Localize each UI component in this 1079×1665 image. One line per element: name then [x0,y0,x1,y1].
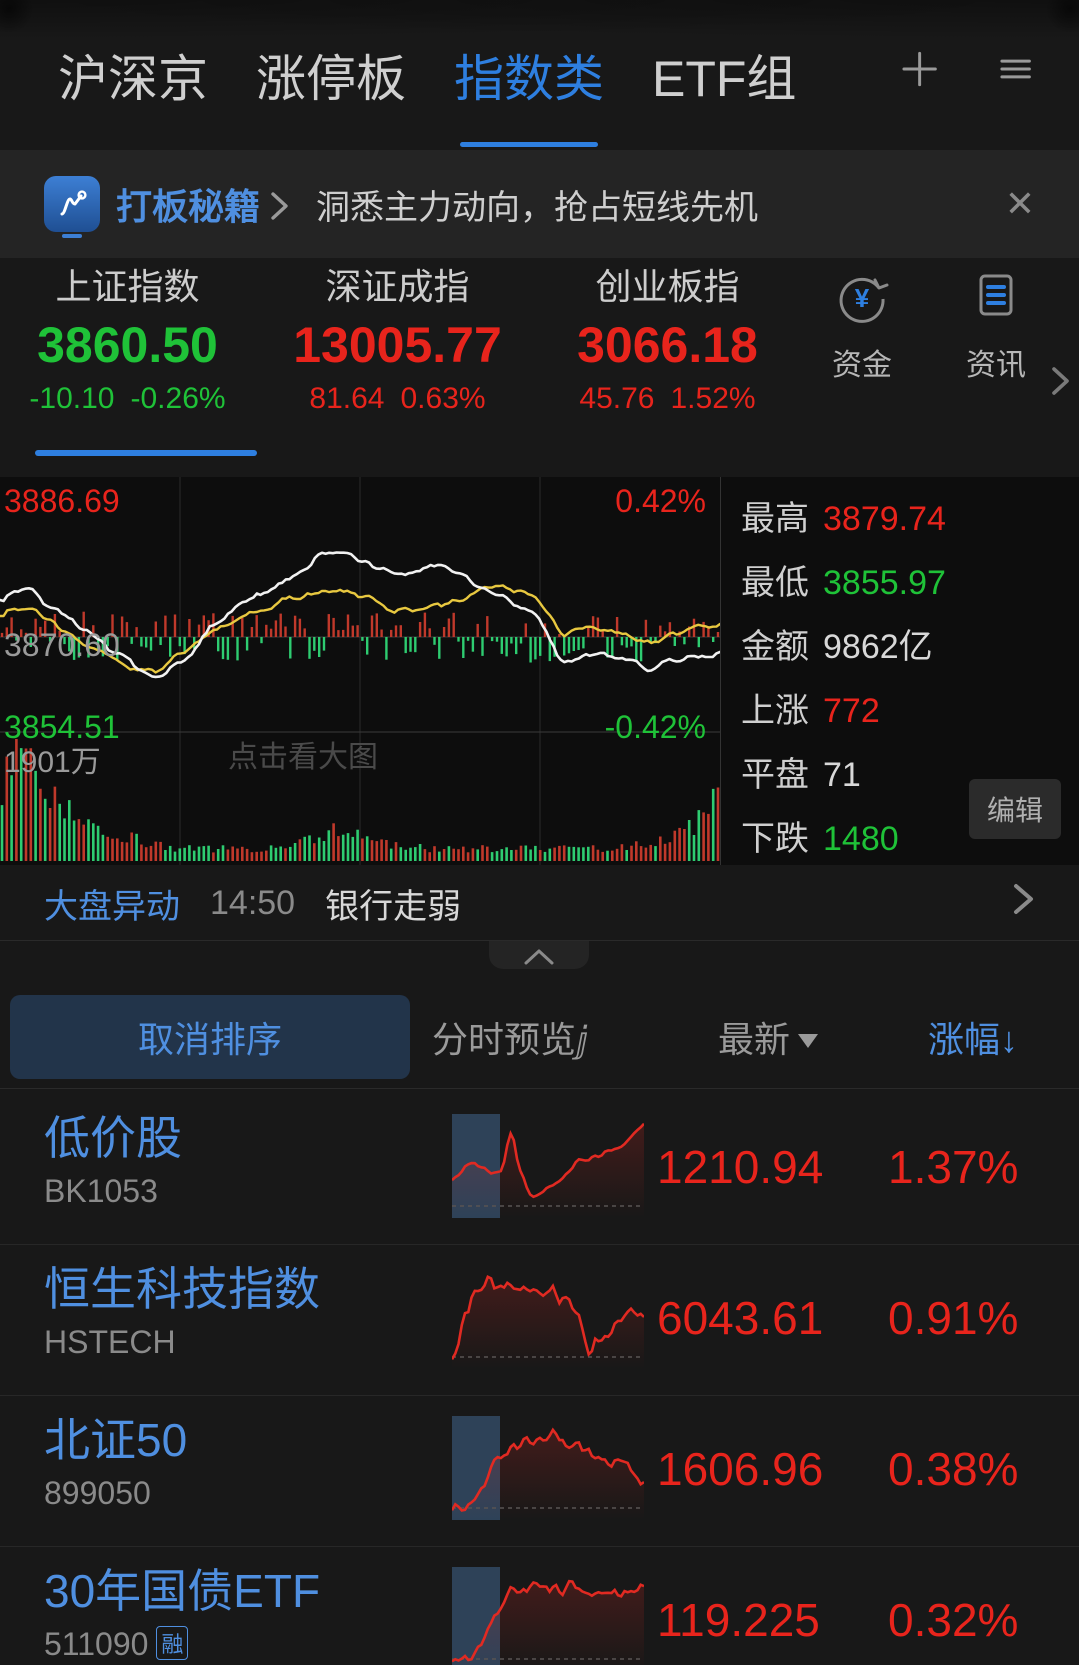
svg-text:¥: ¥ [855,283,870,313]
